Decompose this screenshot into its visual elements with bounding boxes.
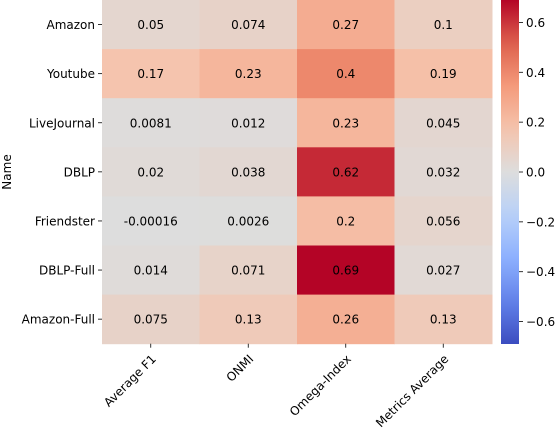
heatmap-cell <box>394 98 493 148</box>
heatmap-cell <box>394 147 493 197</box>
y-axis-label: Name <box>0 154 14 189</box>
column-label: Omega-Index <box>287 352 354 419</box>
heatmap-cell <box>297 0 395 50</box>
heatmap-cell <box>199 147 298 197</box>
cell-value-label: 0.2 <box>336 214 355 228</box>
cell-value-label: 0.045 <box>426 116 460 130</box>
colorbar <box>501 0 519 344</box>
cell-value-label: 0.075 <box>134 313 168 327</box>
cell-value-label: 0.027 <box>426 264 460 278</box>
heatmap-cell <box>394 294 493 345</box>
cell-value-label: 0.69 <box>332 264 359 278</box>
cell-value-label: 0.0081 <box>130 116 172 130</box>
row-label: Amazon <box>47 18 96 32</box>
heatmap-cell <box>297 49 395 99</box>
cell-value-label: 0.27 <box>332 18 359 32</box>
heatmap-cell <box>297 245 395 296</box>
cell-value-label: 0.26 <box>332 313 359 327</box>
cell-value-label: 0.056 <box>426 214 460 228</box>
cell-value-label: 0.23 <box>235 67 262 81</box>
heatmap-cell <box>199 245 298 296</box>
heatmap-cell <box>297 98 395 148</box>
colorbar-tick-label: 0.4 <box>526 66 545 80</box>
heatmap-cell <box>297 196 395 246</box>
row-label: Friendster <box>35 214 95 228</box>
row-label: LiveJournal <box>29 116 95 130</box>
row-label: Amazon-Full <box>22 313 95 327</box>
heatmap-cells <box>102 0 493 345</box>
heatmap-cell <box>394 245 493 296</box>
heatmap-cell <box>394 0 493 50</box>
heatmap-cell <box>199 294 298 345</box>
colorbar-tick-label: 0.2 <box>526 116 545 130</box>
cell-value-label: 0.038 <box>231 165 265 179</box>
heatmap-cell <box>394 49 493 99</box>
row-label: DBLP <box>64 165 95 179</box>
colorbar-tick-label: −0.4 <box>526 265 555 279</box>
heatmap-cell <box>199 98 298 148</box>
colorbar-tick-label: 0.0 <box>526 166 545 180</box>
cell-value-label: 0.4 <box>336 67 355 81</box>
row-label: Youtube <box>46 67 95 81</box>
heatmap-cell <box>394 196 493 246</box>
cell-value-label: 0.012 <box>231 116 265 130</box>
heatmap-cell <box>102 147 200 197</box>
heatmap-cell <box>297 294 395 345</box>
cell-value-label: 0.071 <box>231 264 265 278</box>
column-tick-labels: Average F1 ONMI Omega-Index Metrics Average <box>101 343 451 430</box>
cell-value-label: 0.02 <box>137 165 164 179</box>
cell-value-label: 0.13 <box>235 313 262 327</box>
heatmap-cell <box>199 49 298 99</box>
heatmap-cell <box>102 49 200 99</box>
heatmap-cell <box>102 98 200 148</box>
cell-value-label: 0.1 <box>434 18 453 32</box>
row-tick-labels: Amazon Youtube LiveJournal DBLP Friendster DB… <box>22 18 102 327</box>
heatmap-cell <box>102 0 200 50</box>
heatmap-cell <box>102 294 200 345</box>
cell-value-label: 0.23 <box>332 116 359 130</box>
heatmap-cell-labels: 0.05 0.074 0.27 0.1 0.17 0.23 0.4 0.19 0.0081 0.0… <box>124 18 461 327</box>
cell-value-label: 0.074 <box>231 18 265 32</box>
cell-value-label: 0.0026 <box>227 214 269 228</box>
heatmap-cell <box>297 147 395 197</box>
colorbar-ticks: 0.6 0.4 0.2 0.0 −0.2 −0.4 −0.6 <box>519 16 555 329</box>
heatmap-cell <box>102 196 200 246</box>
cell-value-label: 0.17 <box>137 67 164 81</box>
row-label: DBLP-Full <box>39 264 95 278</box>
cell-value-label: 0.014 <box>134 264 168 278</box>
column-label: ONMI <box>224 352 257 385</box>
heatmap-cell <box>102 245 200 296</box>
column-label: Average F1 <box>101 352 159 410</box>
heatmap-cell <box>199 196 298 246</box>
cell-value-label: 0.13 <box>430 313 457 327</box>
colorbar-tick-label: −0.6 <box>526 315 555 329</box>
colorbar-tick-label: 0.6 <box>526 16 545 30</box>
cell-value-label: 0.032 <box>426 165 460 179</box>
colorbar-tick-label: −0.2 <box>526 215 555 229</box>
column-label: Metrics Average <box>373 352 451 430</box>
cell-value-label: 0.62 <box>332 165 359 179</box>
heatmap-cell <box>199 0 298 50</box>
cell-value-label: 0.05 <box>137 18 164 32</box>
cell-value-label: 0.19 <box>430 67 457 81</box>
cell-value-label: -0.00016 <box>124 214 178 228</box>
